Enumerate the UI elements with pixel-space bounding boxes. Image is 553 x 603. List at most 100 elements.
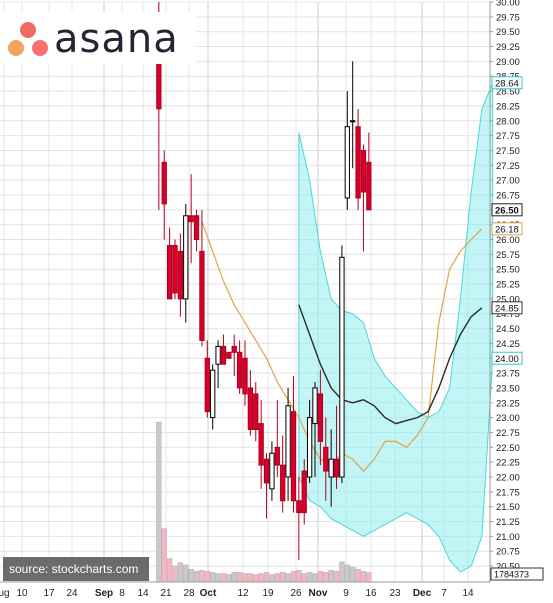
- volume-bar: [274, 573, 280, 583]
- volume-bar: [247, 573, 254, 583]
- x-tick-label: 14: [462, 588, 474, 599]
- candle-body: [226, 351, 232, 359]
- volume-bar: [301, 573, 307, 583]
- y-tick-label: 23.25: [496, 398, 520, 409]
- candle-body: [290, 411, 297, 502]
- volume-bar: [290, 571, 297, 583]
- volume-bar: [215, 573, 221, 583]
- volume-bar: [360, 571, 367, 583]
- volume-label-box: [490, 567, 544, 581]
- volume-bar: [242, 573, 248, 583]
- y-tick-label: 22.50: [496, 443, 520, 454]
- y-tick-label: 27.50: [496, 146, 520, 157]
- y-tick-label: 28.00: [496, 116, 520, 127]
- candle-body: [274, 446, 280, 466]
- y-tick-label: 22.00: [496, 473, 520, 484]
- volume-bar: [350, 566, 356, 583]
- price-label: 26.18: [495, 224, 519, 235]
- y-tick-label: 28.25: [496, 101, 520, 112]
- x-tick-label: 26: [290, 588, 302, 599]
- y-tick-label: 21.00: [496, 532, 520, 543]
- y-tick-label: 21.25: [496, 517, 520, 528]
- x-tick-label: Nov: [309, 588, 328, 599]
- volume-bar: [231, 572, 237, 583]
- price-label: 24.85: [495, 303, 519, 314]
- volume-bar: [166, 558, 173, 583]
- volume-bar: [323, 572, 329, 583]
- y-tick-label: 24.75: [496, 309, 520, 320]
- y-tick-label: 20.50: [496, 562, 520, 573]
- x-tick-label: Sep: [95, 588, 113, 599]
- candle-body: [328, 458, 334, 478]
- price-label-box: [491, 301, 523, 315]
- x-tick-label: 7: [441, 588, 447, 599]
- y-tick-label: 21.50: [496, 502, 520, 513]
- candle-body: [258, 423, 264, 466]
- candle-body: [161, 161, 167, 205]
- volume-bar: [296, 570, 302, 583]
- y-tick-label: 29.25: [496, 42, 520, 53]
- candle-body: [172, 244, 178, 294]
- y-tick-label: 26.75: [496, 190, 520, 201]
- y-tick-label: 24.50: [496, 324, 520, 335]
- asana-logo: asana: [0, 12, 196, 64]
- x-tick-label: 9: [343, 588, 349, 599]
- y-tick-label: 29.00: [496, 57, 520, 68]
- candle-body: [350, 120, 356, 123]
- candle-body: [210, 369, 216, 419]
- volume-bar: [317, 571, 324, 583]
- volume-bar: [161, 528, 167, 583]
- y-tick-label: 25.25: [496, 280, 520, 291]
- candle-body: [280, 464, 286, 502]
- x-tick-label: 19: [262, 588, 274, 599]
- candle-body: [323, 446, 329, 472]
- y-tick-label: 23.00: [496, 413, 520, 424]
- candle-body: [215, 345, 221, 365]
- volume-bar: [312, 573, 318, 583]
- candle-body: [296, 500, 302, 514]
- y-tick-label: 21.75: [496, 487, 520, 498]
- price-label: 24.00: [495, 354, 519, 365]
- x-tick-label: 12: [237, 588, 249, 599]
- candle-body: [183, 215, 189, 300]
- y-axis: 30.0029.7529.5029.2529.0028.7528.5028.25…: [489, 0, 544, 582]
- candle-body: [193, 215, 200, 240]
- volume-label: 1784373: [494, 570, 529, 580]
- asana-dots-icon: [8, 22, 48, 56]
- volume-bar: [183, 564, 189, 583]
- candle-body: [301, 470, 307, 514]
- y-tick-label: 25.50: [496, 265, 520, 276]
- y-tick-label: 23.75: [496, 369, 520, 380]
- candle-body: [306, 417, 313, 478]
- chart-grid: [0, 1, 490, 582]
- candle-body: [366, 161, 372, 211]
- bollinger-band: [298, 82, 494, 573]
- volume-bar: [210, 572, 216, 583]
- candle-body: [333, 458, 340, 478]
- x-tick-label: 8: [119, 588, 125, 599]
- volume-bar: [253, 574, 259, 583]
- price-candles: [156, 2, 372, 561]
- y-tick-label: 22.75: [496, 428, 520, 439]
- volume-bar: [177, 562, 184, 583]
- candle-body: [269, 452, 275, 490]
- x-tick-label: 14: [137, 588, 149, 599]
- volume-bar: [172, 565, 178, 583]
- logo-wordmark: asana: [54, 16, 179, 62]
- candle-body: [220, 345, 227, 365]
- volume-bar: [220, 573, 227, 583]
- x-tick-label: Oct: [200, 588, 217, 599]
- y-tick-label: 26.00: [496, 235, 520, 246]
- y-tick-label: 28.50: [496, 87, 520, 98]
- candle-body: [231, 345, 237, 353]
- candle-body: [263, 458, 270, 484]
- candle-body: [177, 250, 184, 300]
- sma-long-line: [298, 304, 483, 425]
- y-tick-label: 30.00: [496, 0, 520, 9]
- candle-body: [188, 215, 194, 223]
- candle-body: [360, 149, 367, 193]
- volume-bar: [204, 571, 210, 583]
- x-tick-label: 10: [16, 588, 28, 599]
- y-tick-label: 24.25: [496, 339, 520, 350]
